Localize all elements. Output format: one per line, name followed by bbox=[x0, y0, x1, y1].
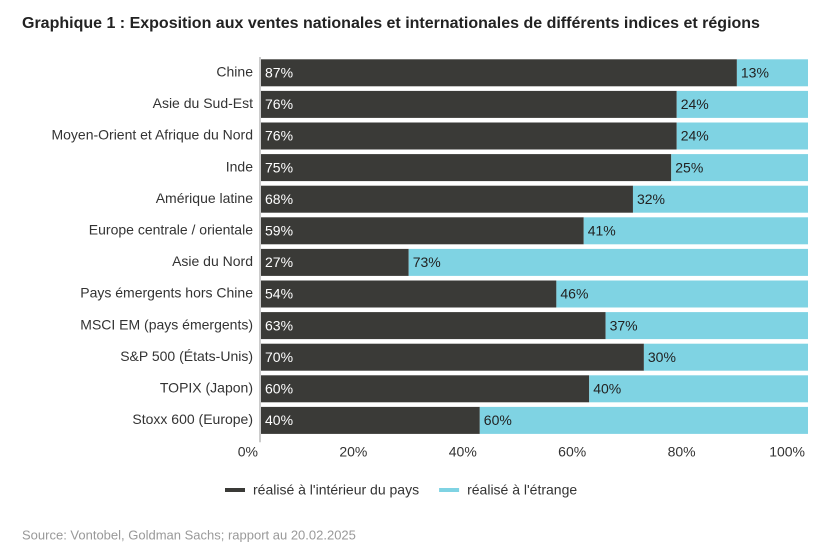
bar-segment bbox=[261, 154, 672, 182]
x-tick-label: 0% bbox=[238, 444, 258, 460]
value-label: 30% bbox=[648, 349, 676, 365]
value-label: 24% bbox=[681, 96, 709, 112]
value-label: 59% bbox=[265, 223, 293, 239]
bar-segment bbox=[676, 90, 808, 118]
x-tick-label: 20% bbox=[339, 444, 367, 460]
bar-segment bbox=[676, 122, 808, 150]
x-tick-label: 80% bbox=[668, 444, 696, 460]
value-label: 27% bbox=[265, 254, 293, 270]
value-label: 41% bbox=[588, 223, 616, 239]
bar-segment bbox=[643, 343, 808, 371]
y-tick-label: TOPIX (Japon) bbox=[160, 380, 253, 396]
bar-segment bbox=[261, 248, 409, 276]
value-label: 40% bbox=[265, 412, 293, 428]
x-tick-label: 40% bbox=[449, 444, 477, 460]
bar-segment bbox=[261, 90, 677, 118]
bar-segment bbox=[261, 59, 737, 87]
y-tick-label: Pays émergents hors Chine bbox=[80, 285, 253, 301]
x-tick-label: 100% bbox=[769, 444, 805, 460]
legend-label: réalisé à l'intérieur du pays bbox=[253, 482, 419, 498]
bar-segment bbox=[556, 280, 808, 308]
bar-segment bbox=[671, 154, 808, 182]
y-tick-label: Europe centrale / orientale bbox=[89, 222, 253, 238]
bar-segment bbox=[261, 375, 590, 403]
bar-segment bbox=[479, 406, 808, 434]
y-tick-label: Amérique latine bbox=[156, 190, 253, 206]
value-label: 25% bbox=[675, 159, 703, 175]
value-label: 60% bbox=[265, 381, 293, 397]
bar-segment bbox=[632, 185, 808, 213]
value-label: 13% bbox=[741, 65, 769, 81]
bar-segment bbox=[261, 185, 633, 213]
value-label: 63% bbox=[265, 317, 293, 333]
bar-segment bbox=[736, 59, 808, 87]
bar-segment bbox=[261, 217, 584, 245]
bar-segment bbox=[589, 375, 808, 403]
bar-segment bbox=[605, 312, 808, 340]
bar-segment bbox=[261, 406, 480, 434]
value-label: 60% bbox=[484, 412, 512, 428]
bar-segment bbox=[261, 343, 644, 371]
y-tick-label: Chine bbox=[216, 64, 253, 80]
value-label: 76% bbox=[265, 96, 293, 112]
bar-segment bbox=[261, 312, 606, 340]
bar-segment bbox=[261, 122, 677, 150]
bar-segment bbox=[583, 217, 808, 245]
value-label: 46% bbox=[560, 286, 588, 302]
value-label: 75% bbox=[265, 159, 293, 175]
bar-segment bbox=[408, 248, 808, 276]
y-tick-label: Moyen-Orient et Afrique du Nord bbox=[51, 127, 253, 143]
value-label: 40% bbox=[593, 381, 621, 397]
y-tick-label: Stoxx 600 (Europe) bbox=[132, 411, 253, 427]
value-label: 68% bbox=[265, 191, 293, 207]
chart-title: Graphique 1 : Exposition aux ventes nati… bbox=[22, 15, 760, 32]
value-label: 87% bbox=[265, 65, 293, 81]
y-tick-label: Inde bbox=[226, 158, 253, 174]
value-label: 70% bbox=[265, 349, 293, 365]
x-tick-label: 60% bbox=[558, 444, 586, 460]
value-label: 76% bbox=[265, 128, 293, 144]
bar-segment bbox=[261, 280, 557, 308]
y-tick-label: Asie du Sud-Est bbox=[153, 95, 253, 111]
legend-swatch bbox=[439, 488, 460, 492]
legend-swatch bbox=[225, 488, 245, 492]
y-tick-label: Asie du Nord bbox=[172, 253, 253, 269]
value-label: 54% bbox=[265, 286, 293, 302]
y-tick-label: S&P 500 (États-Unis) bbox=[120, 348, 253, 364]
value-label: 24% bbox=[681, 128, 709, 144]
source: Source: Vontobel, Goldman Sachs; rapport… bbox=[22, 527, 356, 542]
y-tick-label: MSCI EM (pays émergents) bbox=[80, 316, 253, 332]
value-label: 32% bbox=[637, 191, 665, 207]
value-label: 37% bbox=[610, 317, 638, 333]
legend-label: réalisé à l'étrange bbox=[467, 482, 577, 498]
value-label: 73% bbox=[413, 254, 441, 270]
